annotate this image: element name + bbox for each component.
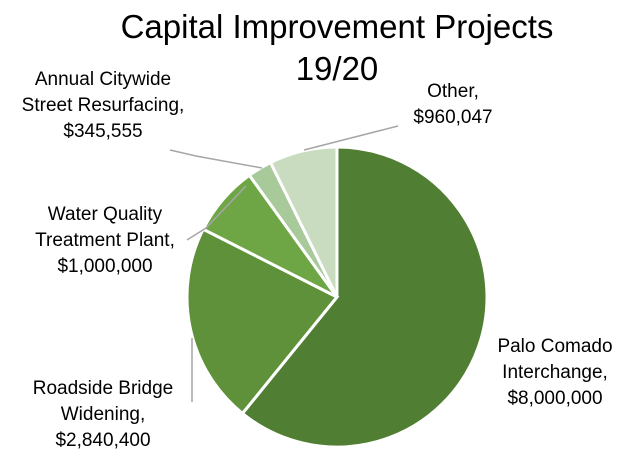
value-label: $8,000,000	[507, 388, 603, 409]
pie-slice	[268, 145, 339, 298]
pie-slice	[240, 145, 489, 449]
slices	[185, 145, 489, 449]
leader-line	[169, 149, 263, 169]
data-label: Palo Comado Interchange, $8,000,000	[480, 334, 630, 412]
category-label: Palo Comado Interchange,	[497, 336, 613, 383]
chart-title: Capital Improvement Projects 19/20	[120, 8, 554, 87]
pie-slice	[185, 227, 340, 416]
value-label: $1,000,000	[57, 256, 153, 277]
category-label: Annual Citywide Street Resurfacing,	[21, 69, 185, 116]
value-label: $960,047	[413, 107, 493, 128]
category-label: Other,	[427, 81, 479, 102]
data-label: Roadside Bridge Widening, $2,840,400	[8, 376, 198, 454]
leader-line	[303, 125, 399, 151]
data-label: Other, $960,047	[378, 79, 528, 131]
value-label: $2,840,400	[55, 430, 151, 451]
category-label: Roadside Bridge Widening,	[32, 378, 174, 425]
leader-line	[186, 185, 247, 241]
data-label: Water Quality Treatment Plant, $1,000,000	[10, 202, 200, 280]
category-label: Water Quality Treatment Plant,	[35, 204, 175, 251]
data-label: Annual Citywide Street Resurfacing, $345,…	[20, 67, 186, 145]
value-label: $345,555	[63, 121, 143, 142]
leader-lines	[169, 125, 399, 402]
